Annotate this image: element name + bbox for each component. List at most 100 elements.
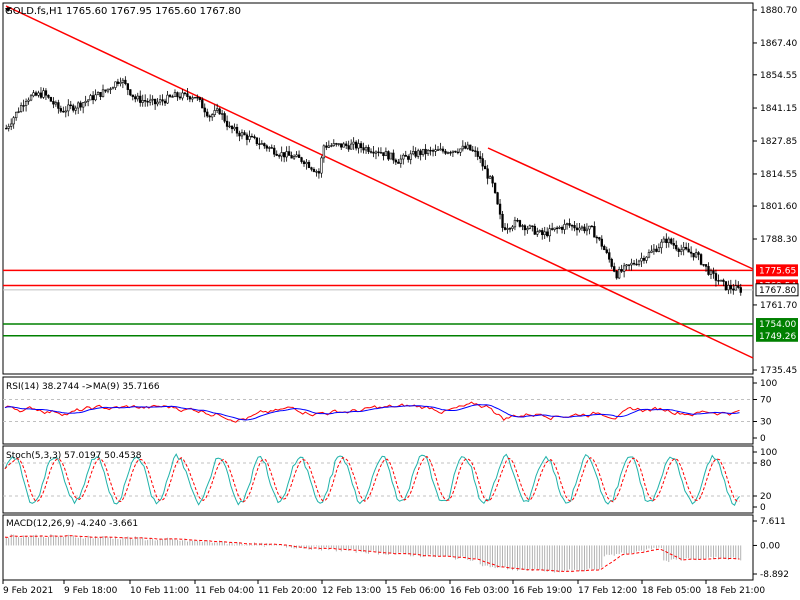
candle-body bbox=[573, 225, 576, 229]
candle-body bbox=[198, 97, 201, 100]
candle-body bbox=[583, 226, 586, 232]
candle-body bbox=[684, 246, 688, 250]
candle-body bbox=[12, 117, 15, 125]
candle-body bbox=[680, 249, 683, 252]
candle-body bbox=[667, 238, 670, 244]
candle-body bbox=[196, 96, 199, 99]
candle-body bbox=[657, 247, 661, 252]
trend-channel[interactable] bbox=[5, 5, 754, 359]
candle-body bbox=[454, 150, 457, 153]
candle-body bbox=[275, 153, 278, 156]
macd-pane[interactable]: 7.611 0.00 -8.892 MACD(12,26,9) -4.240 -3.… bbox=[2, 514, 789, 581]
stoch-tick-label: 20 bbox=[760, 492, 772, 502]
candle-body bbox=[57, 102, 60, 109]
candle-body bbox=[27, 99, 30, 102]
candle-body bbox=[677, 248, 680, 252]
candle-body bbox=[332, 143, 335, 146]
price-chart[interactable]: 1880.70 1867.40 1854.55 1841.15 1827.85 1814.… bbox=[2, 2, 799, 376]
candle-body bbox=[67, 104, 70, 112]
candle-body bbox=[511, 226, 514, 229]
candle-body bbox=[213, 110, 216, 115]
candle-body bbox=[506, 228, 509, 230]
candle-body bbox=[220, 113, 224, 115]
candle-body bbox=[461, 145, 465, 150]
candle-body bbox=[258, 143, 261, 145]
candle-body bbox=[424, 148, 427, 155]
price-tick-label: 1867.40 bbox=[760, 39, 797, 49]
level-price-label: 1775.65 bbox=[759, 266, 796, 276]
candle-body bbox=[590, 225, 594, 228]
candle-body bbox=[121, 79, 125, 83]
candle-body bbox=[608, 252, 611, 260]
candle-body bbox=[692, 252, 695, 258]
collapse-arrow-icon[interactable] bbox=[5, 8, 11, 12]
candle-body bbox=[541, 230, 544, 236]
candle-body bbox=[374, 151, 378, 154]
candle-body bbox=[630, 262, 633, 266]
candle-body bbox=[652, 248, 656, 252]
candle-body bbox=[436, 149, 440, 151]
rsi-tick-label: 100 bbox=[760, 379, 777, 389]
candle-body bbox=[47, 94, 50, 98]
rsi-line bbox=[4, 401, 740, 423]
candle-body bbox=[176, 92, 179, 98]
candle-body bbox=[364, 147, 368, 151]
candle-body bbox=[367, 147, 370, 152]
candle-body bbox=[178, 96, 182, 99]
candle-body bbox=[397, 161, 400, 164]
candle-body bbox=[483, 165, 487, 170]
candle-body bbox=[585, 228, 589, 232]
candle-body bbox=[568, 223, 571, 226]
candle-body bbox=[357, 143, 360, 149]
candle-body bbox=[248, 135, 251, 140]
candle-body bbox=[327, 145, 331, 148]
candle-body bbox=[161, 99, 164, 102]
candle-body bbox=[737, 285, 740, 288]
candle-body bbox=[429, 149, 432, 152]
candle-body bbox=[208, 115, 211, 118]
lower-trendline[interactable] bbox=[5, 5, 754, 359]
candle-body bbox=[481, 158, 484, 167]
candle-body bbox=[354, 141, 358, 149]
candle-body bbox=[156, 101, 159, 105]
candle-body bbox=[434, 149, 437, 152]
candle-body bbox=[201, 99, 204, 109]
candle-body bbox=[426, 149, 430, 155]
candle-body bbox=[146, 100, 149, 103]
candle-body bbox=[330, 145, 333, 147]
rsi-tick-label: 70 bbox=[760, 396, 772, 406]
macd-tick-label: -8.892 bbox=[760, 570, 789, 580]
candle-body bbox=[86, 99, 90, 102]
candle-body bbox=[42, 90, 45, 98]
candle-body bbox=[81, 102, 85, 108]
candle-body bbox=[54, 102, 58, 105]
rsi-pane[interactable]: 100 70 30 0 RSI(14) 38.2744 ->MA(9) 35.7166 bbox=[2, 376, 777, 445]
time-axis-label: 12 Feb 13:00 bbox=[322, 586, 381, 596]
candle-body bbox=[72, 105, 75, 111]
candle-body bbox=[546, 231, 549, 237]
candle-body bbox=[719, 279, 723, 282]
macd-header: MACD(12,26,9) -4.240 -3.661 bbox=[6, 519, 138, 529]
candle-body bbox=[600, 238, 603, 247]
candle-body bbox=[466, 144, 469, 149]
candle-body bbox=[345, 143, 348, 146]
candle-body bbox=[79, 102, 82, 108]
candle-body bbox=[699, 254, 703, 265]
candle-body bbox=[645, 256, 648, 261]
candle-body bbox=[377, 151, 380, 154]
time-axis-label: 10 Feb 11:00 bbox=[130, 586, 189, 596]
candle-body bbox=[610, 258, 613, 267]
candle-body bbox=[449, 152, 452, 154]
candle-body bbox=[206, 111, 209, 117]
upper-trendline[interactable] bbox=[487, 147, 754, 270]
candle-body bbox=[444, 150, 447, 154]
candle-body bbox=[518, 220, 522, 227]
candle-body bbox=[650, 250, 653, 253]
candle-body bbox=[228, 125, 231, 128]
candle-body bbox=[580, 226, 584, 229]
candle-body bbox=[166, 94, 169, 104]
time-axis-label: 11 Feb 20:00 bbox=[258, 586, 317, 596]
stoch-main-line bbox=[4, 453, 740, 506]
